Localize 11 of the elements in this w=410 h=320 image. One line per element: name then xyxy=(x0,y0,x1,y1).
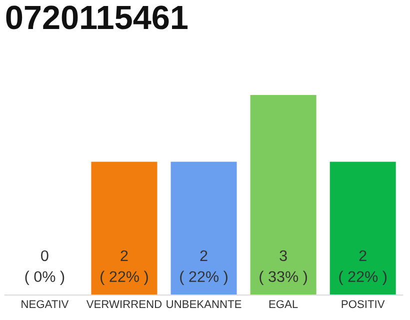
data-label: 2 ( 22% ) xyxy=(180,250,228,286)
data-label: 3 ( 33% ) xyxy=(260,250,307,286)
data-label: 2 ( 22% ) xyxy=(339,250,387,286)
data-label: 0 ( 0% ) xyxy=(25,250,64,286)
x-tick-label: EGAL xyxy=(269,300,298,308)
chart-title: 0720115461 xyxy=(6,6,188,30)
x-tick-label: VERWIRREND xyxy=(86,300,162,308)
x-tick-label: UNBEKANNTE xyxy=(166,300,242,308)
x-tick-label: POSITIV xyxy=(342,300,385,308)
x-tick-label: NEGATIV xyxy=(22,300,69,308)
data-label: 2 ( 22% ) xyxy=(100,250,148,286)
